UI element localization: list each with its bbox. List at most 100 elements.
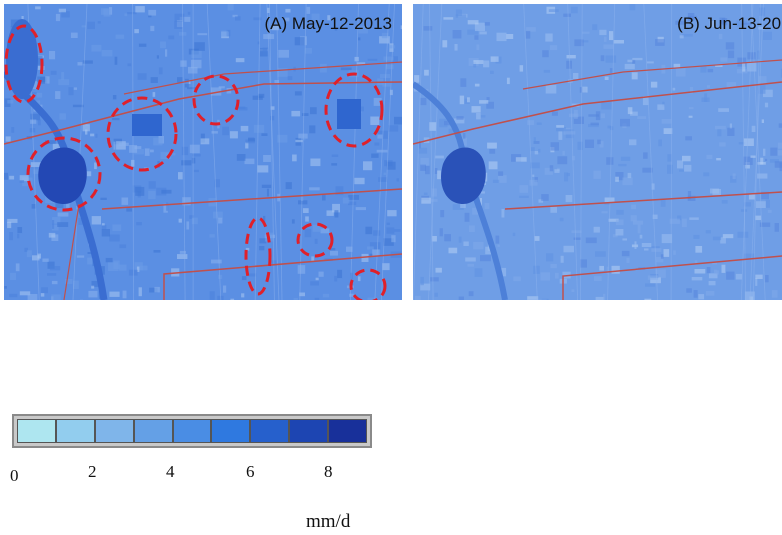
map-texture-block: [160, 151, 172, 159]
map-texture-block: [266, 188, 269, 197]
map-texture-block: [744, 253, 755, 259]
map-texture-block: [331, 163, 338, 166]
map-texture-block: [389, 89, 393, 96]
map-texture-block: [49, 266, 61, 271]
map-texture-block: [590, 122, 599, 126]
map-texture-block: [742, 63, 746, 72]
map-texture-block: [421, 197, 431, 204]
map-texture-block: [550, 264, 557, 269]
map-texture-block: [396, 178, 400, 182]
map-texture-block: [644, 248, 649, 251]
map-texture-street: [350, 4, 359, 300]
map-texture-block: [59, 113, 66, 120]
map-texture-block: [301, 113, 309, 116]
map-texture-block: [334, 210, 339, 218]
map-texture-block: [118, 142, 129, 146]
map-texture-block: [572, 155, 576, 161]
map-texture-block: [174, 13, 185, 22]
map-texture-block: [527, 120, 535, 126]
map-texture-block: [655, 257, 664, 263]
map-texture-block: [383, 238, 394, 246]
map-texture-block: [330, 250, 338, 256]
map-texture-block: [331, 154, 339, 157]
map-texture-block: [82, 60, 93, 64]
map-texture-block: [568, 113, 579, 118]
map-texture-block: [582, 86, 588, 93]
map-texture-block: [606, 266, 609, 274]
map-texture-block: [232, 14, 238, 18]
map-texture-block: [178, 172, 183, 180]
map-texture-block: [222, 126, 229, 136]
map-texture-block: [367, 58, 378, 61]
map-texture-block: [489, 149, 496, 154]
map-texture-block: [271, 24, 279, 31]
map-texture-block: [58, 8, 66, 13]
map-texture-block: [187, 11, 191, 15]
map-texture-block: [400, 25, 402, 30]
map-texture-block: [693, 290, 698, 298]
map-texture-block: [519, 195, 529, 198]
map-texture-block: [501, 267, 507, 277]
map-texture-block: [667, 154, 672, 162]
map-texture-block: [468, 291, 474, 297]
map-texture-block: [708, 273, 718, 279]
map-texture-block: [458, 236, 462, 243]
map-texture-street: [740, 4, 754, 300]
map-texture-block: [309, 125, 316, 134]
map-texture-block: [632, 59, 636, 64]
map-texture-block: [620, 118, 630, 127]
map-texture-block: [632, 57, 643, 61]
map-texture-block: [32, 255, 40, 261]
map-texture-block: [210, 87, 222, 96]
map-texture-block: [95, 133, 98, 138]
map-texture-block: [574, 39, 584, 47]
map-texture-block: [558, 131, 563, 140]
map-texture-block: [473, 60, 484, 64]
map-texture-block: [675, 68, 686, 77]
map-texture-block: [655, 269, 666, 278]
map-texture-block: [463, 241, 469, 246]
map-texture-block: [200, 133, 205, 143]
colorbar: [12, 414, 372, 448]
map-texture-block: [189, 215, 194, 219]
map-texture-block: [420, 164, 426, 171]
map-texture-block: [90, 133, 95, 137]
map-texture-block: [33, 169, 41, 174]
map-texture-block: [556, 125, 565, 128]
map-texture-block: [626, 257, 630, 263]
map-texture-block: [519, 65, 524, 72]
map-texture-block: [148, 14, 152, 18]
map-texture-street: [643, 4, 658, 300]
map-texture-block: [588, 123, 599, 128]
map-texture-block: [431, 236, 437, 242]
map-texture-block: [476, 113, 481, 120]
map-texture-block: [435, 267, 442, 273]
map-texture-block: [735, 273, 743, 280]
map-texture-block: [136, 222, 142, 226]
map-texture-block: [554, 169, 560, 173]
map-texture-block: [19, 180, 25, 183]
map-texture-block: [473, 241, 484, 250]
map-texture-block: [51, 294, 61, 300]
map-texture-block: [10, 272, 16, 280]
map-texture-street: [670, 4, 673, 300]
map-texture-block: [241, 276, 247, 281]
map-texture-block: [689, 217, 699, 220]
map-texture-block: [661, 234, 673, 244]
map-texture-block: [476, 44, 480, 51]
map-texture-street: [381, 4, 395, 300]
map-texture-block: [483, 60, 490, 68]
map-texture-block: [571, 289, 575, 292]
map-texture-block: [311, 256, 315, 262]
map-texture-block: [641, 243, 652, 247]
map-texture-block: [661, 119, 672, 124]
map-texture-block: [777, 150, 782, 156]
map-texture-block: [704, 93, 708, 102]
map-texture-block: [115, 34, 125, 39]
map-texture-block: [356, 62, 366, 65]
map-texture-block: [285, 8, 291, 13]
map-texture-block: [156, 55, 159, 59]
map-texture-block: [642, 96, 649, 106]
map-texture-block: [615, 219, 624, 226]
map-texture-block: [604, 76, 609, 80]
